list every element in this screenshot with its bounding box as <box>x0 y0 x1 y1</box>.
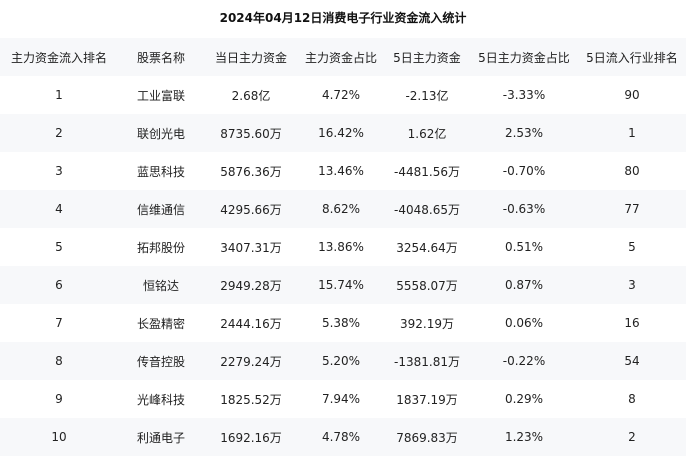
column-header-5day-industry-rank: 5日流入行业排名 <box>586 50 678 65</box>
cell-5day-main-funds-ratio: -3.33% <box>502 88 546 102</box>
cell-main-funds-ratio: 4.72% <box>321 88 361 102</box>
cell-5day-industry-rank: 80 <box>624 164 640 178</box>
cell-rank: 5 <box>55 240 63 254</box>
cell-5day-main-funds: -4481.56万 <box>394 164 460 179</box>
cell-rank: 6 <box>55 278 63 292</box>
cell-rank: 10 <box>51 430 67 444</box>
cell-stock-name: 联创光电 <box>136 126 185 141</box>
cell-5day-industry-rank: 1 <box>628 126 636 140</box>
cell-5day-main-funds: 5558.07万 <box>396 278 458 293</box>
column-header-main-funds-ratio: 主力资金占比 <box>304 50 377 65</box>
cell-5day-main-funds-ratio: 2.53% <box>504 126 544 140</box>
cell-5day-main-funds-ratio: 1.23% <box>504 430 544 444</box>
cell-main-funds-ratio: 13.86% <box>318 240 364 254</box>
table-row: 3 蓝思科技 5876.36万 13.46% -4481.56万 -0.70% … <box>0 152 686 190</box>
cell-5day-industry-rank: 16 <box>624 316 640 330</box>
cell-daily-main-funds: 2444.16万 <box>220 316 282 331</box>
cell-5day-main-funds-ratio: 0.87% <box>504 278 544 292</box>
cell-5day-industry-rank: 90 <box>624 88 640 102</box>
cell-5day-main-funds: -2.13亿 <box>405 88 449 103</box>
cell-5day-main-funds: 392.19万 <box>400 316 454 331</box>
cell-stock-name: 工业富联 <box>136 88 185 103</box>
table-row: 7 长盈精密 2444.16万 5.38% 392.19万 0.06% 16 <box>0 304 686 342</box>
cell-main-funds-ratio: 5.38% <box>321 316 361 330</box>
cell-stock-name: 拓邦股份 <box>136 240 185 255</box>
cell-5day-main-funds-ratio: 0.29% <box>504 392 544 406</box>
cell-daily-main-funds: 2279.24万 <box>220 354 282 369</box>
cell-5day-industry-rank: 2 <box>628 430 636 444</box>
cell-5day-industry-rank: 3 <box>628 278 636 292</box>
cell-5day-main-funds: 3254.64万 <box>396 240 458 255</box>
table-row: 6 恒铭达 2949.28万 15.74% 5558.07万 0.87% 3 <box>0 266 686 304</box>
cell-daily-main-funds: 2949.28万 <box>220 278 282 293</box>
cell-5day-industry-rank: 5 <box>628 240 636 254</box>
table-row: 5 拓邦股份 3407.31万 13.86% 3254.64万 0.51% 5 <box>0 228 686 266</box>
cell-daily-main-funds: 4295.66万 <box>220 202 282 217</box>
cell-5day-main-funds: 7869.83万 <box>396 430 458 445</box>
cell-main-funds-ratio: 7.94% <box>321 392 361 406</box>
page-title: 2024年04月12日消费电子行业资金流入统计 <box>219 11 467 25</box>
fund-flow-table: 主力资金流入排名 股票名称 当日主力资金 主力资金占比 5日主力资金 5日主力资… <box>0 38 686 456</box>
cell-rank: 4 <box>55 202 63 216</box>
cell-main-funds-ratio: 15.74% <box>318 278 364 292</box>
cell-5day-main-funds: 1.62亿 <box>407 126 447 141</box>
cell-daily-main-funds: 1825.52万 <box>220 392 282 407</box>
cell-stock-name: 利通电子 <box>136 430 185 445</box>
cell-5day-main-funds-ratio: -0.63% <box>502 202 546 216</box>
cell-stock-name: 传音控股 <box>136 354 185 369</box>
cell-5day-main-funds-ratio: -0.22% <box>502 354 546 368</box>
cell-5day-main-funds: -1381.81万 <box>394 354 460 369</box>
cell-daily-main-funds: 5876.36万 <box>220 164 282 179</box>
column-header-stock-name: 股票名称 <box>136 50 185 65</box>
cell-rank: 8 <box>55 354 63 368</box>
table-row: 10 利通电子 1692.16万 4.78% 7869.83万 1.23% 2 <box>0 418 686 456</box>
column-header-5day-main-funds-ratio: 5日主力资金占比 <box>478 50 570 65</box>
table-row: 8 传音控股 2279.24万 5.20% -1381.81万 -0.22% 5… <box>0 342 686 380</box>
cell-5day-industry-rank: 8 <box>628 392 636 406</box>
column-header-rank: 主力资金流入排名 <box>10 50 107 65</box>
cell-daily-main-funds: 8735.60万 <box>220 126 282 141</box>
cell-stock-name: 长盈精密 <box>136 316 185 331</box>
cell-rank: 3 <box>55 164 63 178</box>
cell-stock-name: 信维通信 <box>136 202 185 217</box>
table-row: 1 工业富联 2.68亿 4.72% -2.13亿 -3.33% 90 <box>0 76 686 114</box>
cell-main-funds-ratio: 5.20% <box>321 354 361 368</box>
cell-rank: 9 <box>55 392 63 406</box>
cell-5day-main-funds: 1837.19万 <box>396 392 458 407</box>
cell-rank: 1 <box>55 88 63 102</box>
cell-main-funds-ratio: 13.46% <box>318 164 364 178</box>
cell-daily-main-funds: 2.68亿 <box>231 88 271 103</box>
cell-5day-main-funds: -4048.65万 <box>394 202 460 217</box>
cell-main-funds-ratio: 16.42% <box>318 126 364 140</box>
cell-5day-industry-rank: 77 <box>624 202 640 216</box>
cell-5day-main-funds-ratio: 0.51% <box>504 240 544 254</box>
table-header-row: 主力资金流入排名 股票名称 当日主力资金 主力资金占比 5日主力资金 5日主力资… <box>0 38 686 76</box>
cell-main-funds-ratio: 8.62% <box>321 202 361 216</box>
column-header-daily-main-funds: 当日主力资金 <box>214 50 287 65</box>
cell-5day-main-funds-ratio: 0.06% <box>504 316 544 330</box>
cell-main-funds-ratio: 4.78% <box>321 430 361 444</box>
cell-stock-name: 蓝思科技 <box>136 164 185 179</box>
table-row: 2 联创光电 8735.60万 16.42% 1.62亿 2.53% 1 <box>0 114 686 152</box>
cell-5day-industry-rank: 54 <box>624 354 640 368</box>
cell-daily-main-funds: 3407.31万 <box>220 240 282 255</box>
table-row: 9 光峰科技 1825.52万 7.94% 1837.19万 0.29% 8 <box>0 380 686 418</box>
column-header-5day-main-funds: 5日主力资金 <box>393 50 461 65</box>
cell-stock-name: 光峰科技 <box>136 392 185 407</box>
table-row: 4 信维通信 4295.66万 8.62% -4048.65万 -0.63% 7… <box>0 190 686 228</box>
cell-5day-main-funds-ratio: -0.70% <box>502 164 546 178</box>
cell-stock-name: 恒铭达 <box>142 278 179 293</box>
cell-rank: 2 <box>55 126 63 140</box>
cell-daily-main-funds: 1692.16万 <box>220 430 282 445</box>
cell-rank: 7 <box>55 316 63 330</box>
